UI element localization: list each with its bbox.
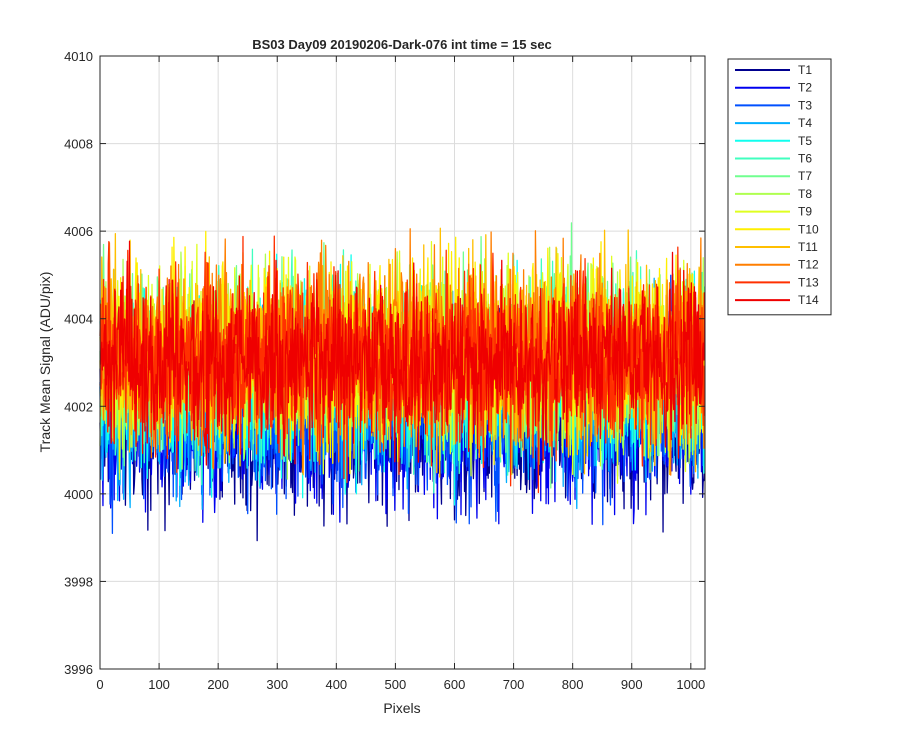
y-axis-label: Track Mean Signal (ADU/pix) — [37, 272, 53, 453]
legend-label: T13 — [798, 275, 819, 289]
series-line-t13 — [99, 235, 706, 494]
y-tick-label: 3996 — [64, 662, 93, 677]
legend-label: T6 — [798, 152, 812, 166]
legend-label: T11 — [798, 240, 818, 254]
y-tick-label: 4008 — [64, 137, 93, 152]
x-tick-label: 500 — [385, 677, 407, 692]
x-axis-label: Pixels — [383, 700, 420, 716]
legend-label: T12 — [798, 258, 819, 272]
x-tick-label: 100 — [148, 677, 170, 692]
y-tick-label: 3998 — [64, 574, 93, 589]
legend: T1 T2 T3 T4 T5 T6 T7 T8 T9 T10 T11 T12 T13 T14 — [727, 58, 832, 316]
legend-label: T5 — [798, 134, 812, 148]
x-tick-label: 0 — [96, 677, 103, 692]
x-tick-label: 300 — [266, 677, 288, 692]
y-tick-label: 4006 — [64, 224, 93, 239]
axis-ticks: 0 100 200 300 400 500 600 700 800 900 1000 3996 3998… — [64, 49, 705, 692]
x-tick-label: 700 — [503, 677, 525, 692]
y-tick-label: 4010 — [64, 49, 93, 64]
x-tick-label: 600 — [444, 677, 466, 692]
x-tick-label: 400 — [325, 677, 347, 692]
legend-label: T3 — [798, 98, 812, 112]
chart-title: BS03 Day09 20190206-Dark-076 int time = … — [252, 37, 552, 52]
legend-label: T4 — [798, 116, 812, 130]
series-layer — [99, 222, 706, 542]
legend-label: T1 — [798, 63, 812, 77]
series-line-t14 — [99, 240, 706, 466]
legend-label: T7 — [798, 169, 812, 183]
x-tick-label: 900 — [621, 677, 643, 692]
x-tick-label: 800 — [562, 677, 584, 692]
plot-frame — [99, 55, 706, 670]
x-tick-label: 200 — [207, 677, 229, 692]
y-tick-label: 4000 — [64, 487, 93, 502]
legend-label: T9 — [798, 205, 812, 219]
y-tick-label: 4002 — [64, 399, 93, 414]
legend-label: T14 — [798, 293, 819, 307]
legend-label: T10 — [798, 222, 819, 236]
x-tick-label: 1000 — [676, 677, 705, 692]
legend-label: T2 — [798, 81, 812, 95]
legend-label: T8 — [798, 187, 812, 201]
legend-box — [727, 58, 832, 316]
y-tick-label: 4004 — [64, 312, 93, 327]
